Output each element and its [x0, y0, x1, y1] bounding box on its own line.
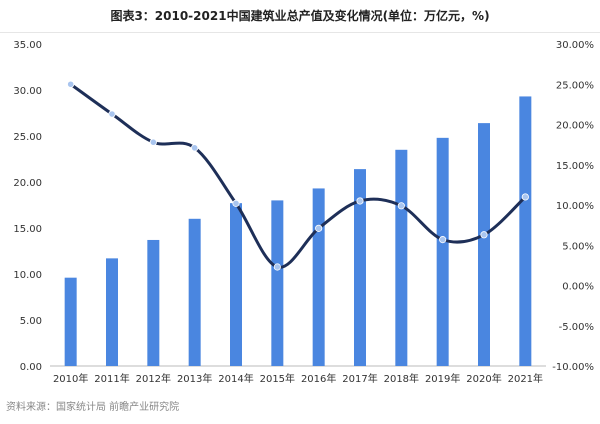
line-point	[149, 138, 157, 146]
x-axis-tick-label: 2010年	[53, 372, 88, 385]
line-point	[67, 80, 75, 88]
right-axis-tick-label: -5.00%	[559, 322, 594, 333]
line-point	[521, 193, 529, 201]
x-axis-tick-label: 2021年	[508, 372, 543, 385]
x-axis-tick-label: 2019年	[425, 372, 460, 385]
line-point	[273, 263, 281, 271]
bar	[147, 239, 160, 366]
right-axis: -10.00% -5.00% 0.00% 5.00% 10.00% 15.00% 20.00…	[552, 40, 594, 373]
line-point	[397, 202, 405, 210]
left-axis-tick-label: 30.00	[13, 86, 42, 97]
bar	[230, 203, 242, 366]
line-point	[356, 197, 364, 205]
line-point	[191, 144, 199, 152]
x-axis-tick-label: 2020年	[466, 372, 501, 385]
left-axis-tick-label: 25.00	[13, 132, 42, 143]
left-axis-tick-label: 15.00	[13, 224, 42, 235]
bar	[106, 258, 118, 366]
right-axis-tick-label: 30.00%	[556, 40, 594, 51]
right-axis-tick-label: 10.00%	[556, 201, 594, 212]
x-axis-tick-label: 2013年	[177, 372, 212, 385]
bar	[188, 218, 201, 366]
bar	[519, 96, 532, 366]
left-axis: 0.00 5.00 10.00 15.00 20.00 25.00 30.00 35.00	[13, 40, 546, 373]
x-axis-tick-label: 2018年	[384, 372, 419, 385]
x-axis-tick-label: 2011年	[94, 372, 129, 385]
right-axis-tick-label: 0.00%	[562, 282, 594, 293]
line-point	[232, 199, 240, 207]
left-axis-tick-label: 35.00	[13, 40, 42, 51]
bar	[436, 137, 449, 366]
right-axis-tick-label: 25.00%	[556, 80, 594, 91]
bar	[395, 149, 408, 366]
bar	[354, 169, 366, 366]
x-axis: 2010年 2011年 2012年 2013年 2014年 2015年 2016年 2017年…	[53, 372, 543, 385]
line-point	[480, 231, 488, 239]
line-point	[315, 224, 323, 232]
x-axis-tick-label: 2014年	[218, 372, 253, 385]
right-axis-tick-label: 20.00%	[556, 121, 594, 132]
growth-rate-line	[69, 83, 527, 269]
x-axis-tick-label: 2015年	[260, 372, 295, 385]
right-axis-tick-label: 5.00%	[562, 241, 594, 252]
bar-series	[64, 96, 532, 367]
x-axis-tick-label: 2016年	[301, 372, 336, 385]
bar	[271, 200, 284, 366]
left-axis-tick-label: 0.00	[20, 362, 42, 373]
left-axis-tick-label: 20.00	[13, 178, 42, 189]
chart: 0.00 5.00 10.00 15.00 20.00 25.00 30.00 35.00 -…	[13, 40, 594, 385]
bar	[478, 123, 490, 367]
right-axis-tick-label: -10.00%	[552, 362, 594, 373]
line-point	[439, 236, 447, 244]
x-axis-tick-label: 2017年	[342, 372, 377, 385]
line-series	[67, 80, 529, 271]
source-note: 资料来源：国家统计局 前瞻产业研究院	[6, 402, 180, 413]
left-axis-tick-label: 10.00	[13, 270, 42, 281]
left-axis-tick-label: 5.00	[20, 316, 42, 327]
line-point	[108, 110, 116, 118]
chart-title: 图表3：2010-2021中国建筑业总产值及变化情况(单位：万亿元，%)	[0, 0, 600, 33]
right-axis-tick-label: 15.00%	[556, 161, 594, 172]
bar	[64, 277, 77, 366]
bar	[312, 188, 325, 366]
x-axis-tick-label: 2012年	[136, 372, 171, 385]
